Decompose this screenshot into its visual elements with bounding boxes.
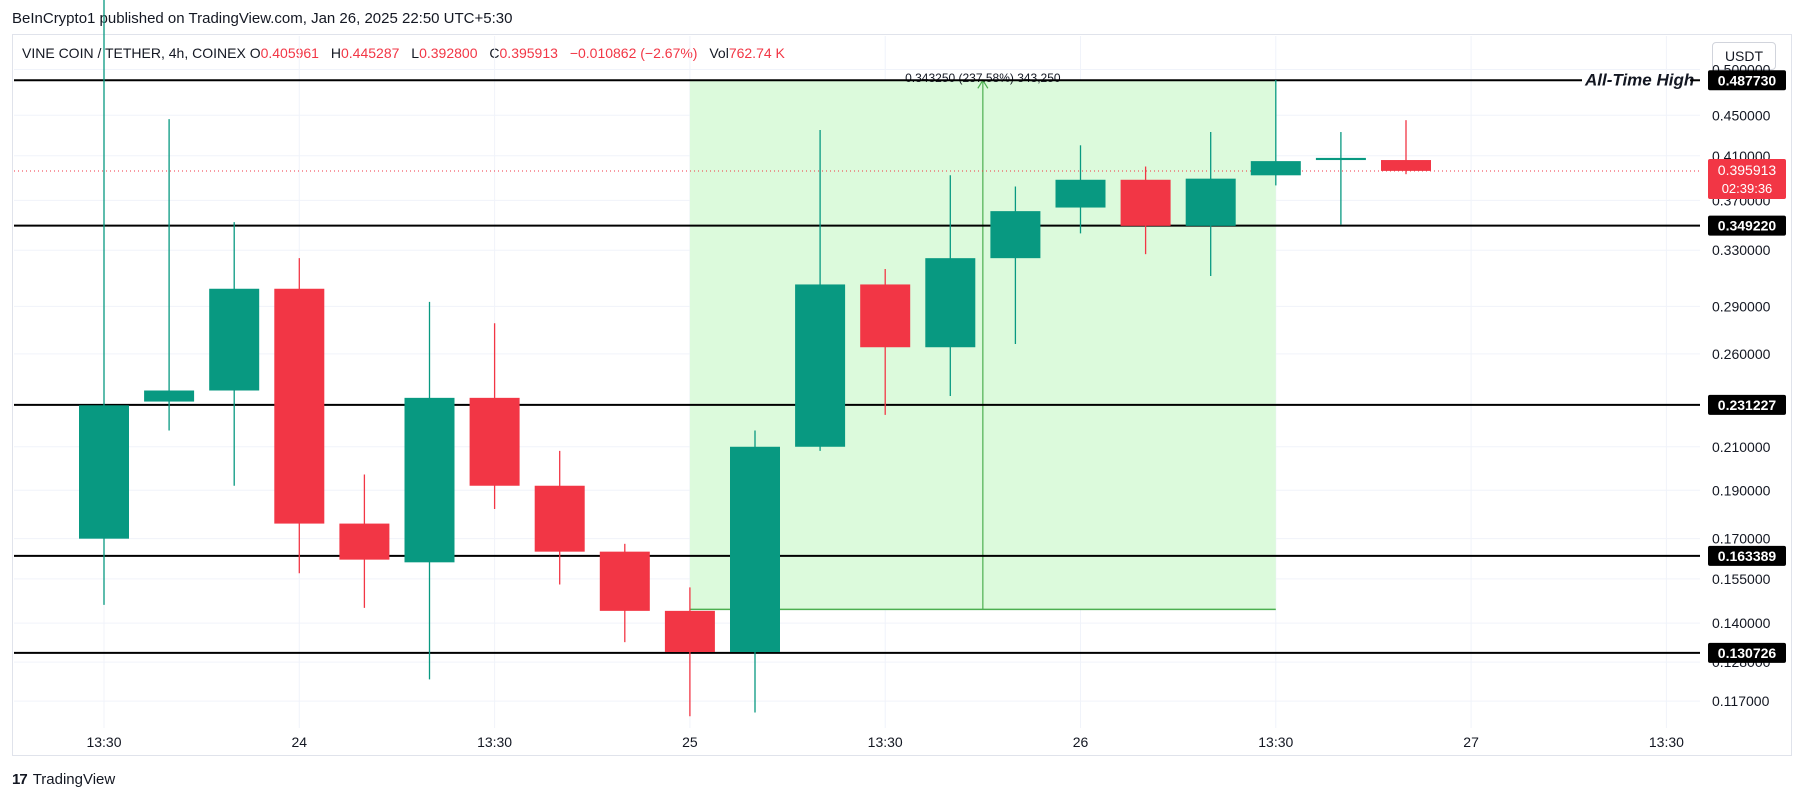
level-price-tag-label: 0.163389	[1718, 548, 1777, 564]
currency-button[interactable]: USDT	[1712, 42, 1776, 70]
candle-body	[144, 390, 195, 402]
candle-body	[1120, 179, 1171, 226]
y-tick-label: 0.210000	[1712, 439, 1771, 455]
legend-vol-label: Vol	[709, 45, 729, 61]
x-axis: 13:30 24 13:30 25 13:30 26 13:30 27 13:30	[86, 734, 1684, 750]
legend-high-value: 0.445287	[341, 45, 400, 61]
candle-body	[339, 523, 390, 560]
candle-body	[925, 258, 976, 348]
y-tick-label: 0.330000	[1712, 242, 1771, 258]
candle-body	[860, 284, 911, 348]
x-tick-label: 27	[1463, 734, 1479, 750]
current-price-countdown: 02:39:36	[1722, 181, 1773, 196]
y-tick-label: 0.170000	[1712, 531, 1771, 547]
candle-body	[1315, 157, 1366, 161]
x-tick-label: 13:30	[86, 734, 121, 750]
tradingview-logo-icon: 17	[12, 771, 28, 788]
x-tick-label: 13:30	[1649, 734, 1684, 750]
candle-body	[990, 211, 1041, 259]
level-price-tag-label: 0.231227	[1718, 397, 1777, 413]
level-price-tag	[1708, 545, 1786, 566]
price-tags: 0.487730 0.349220 0.231227 0.163389 0.130726…	[1708, 70, 1786, 663]
level-annotation: All-Time High	[1584, 70, 1694, 89]
current-price-tag-label: 0.395913	[1718, 162, 1777, 178]
candle-body	[404, 397, 455, 563]
legend-high-label: H	[330, 45, 341, 61]
x-tick-label: 13:30	[1258, 734, 1293, 750]
x-tick-label: 13:30	[477, 734, 512, 750]
x-tick-label: 25	[682, 734, 698, 750]
published-line: BeInCrypto1 published on TradingView.com…	[12, 10, 513, 27]
level-price-tag-label: 0.130726	[1718, 645, 1777, 661]
candle-body	[209, 288, 260, 391]
candle-body	[599, 551, 650, 611]
candle-body	[1250, 161, 1301, 176]
measure-label: 0.343250 (237.58%) 343,250	[905, 71, 1061, 85]
legend-low-label: L	[411, 45, 420, 61]
candle-body	[534, 485, 585, 552]
y-tick-label: 0.117000	[1712, 693, 1770, 709]
level-price-tag-label: 0.487730	[1718, 72, 1777, 88]
candle-body	[469, 397, 520, 486]
measure-box-group: 0.343250 (237.58%) 343,250	[689, 71, 1276, 611]
chart-frame	[12, 34, 1792, 756]
level-price-tag	[1708, 642, 1786, 663]
legend-open-value: 0.405961	[260, 45, 319, 61]
y-tick-label: 0.450000	[1712, 107, 1771, 123]
candles-group	[79, 0, 1431, 717]
current-price-tag	[1708, 158, 1786, 199]
legend-change-value: −0.010862 (−2.67%)	[569, 45, 698, 61]
y-tick-label: 0.190000	[1712, 482, 1771, 498]
symbol-legend: VINE COIN / TETHER, 4h, COINEX O0.405961…	[22, 45, 793, 61]
candle-body	[664, 610, 715, 653]
x-tick-label: 13:30	[868, 734, 903, 750]
legend-symbol[interactable]: VINE COIN / TETHER, 4h, COINEX	[22, 45, 246, 61]
footer-brand[interactable]: TradingView	[32, 771, 116, 788]
y-tick-label: 0.260000	[1712, 346, 1771, 362]
candle-body	[795, 284, 846, 447]
footer: 17 TradingView	[12, 771, 115, 788]
candle-body	[1185, 178, 1236, 226]
candle-body	[1055, 179, 1106, 208]
candle-body	[730, 446, 780, 653]
legend-vol-value: 762.74 K	[728, 45, 785, 61]
candle-body	[274, 288, 325, 524]
y-tick-label: 0.290000	[1712, 298, 1771, 314]
y-tick-label: 0.155000	[1712, 571, 1771, 587]
level-price-tag	[1708, 70, 1786, 91]
level-price-tag	[1708, 394, 1786, 415]
legend-close-value: 0.395913	[499, 45, 558, 61]
level-price-tag-label: 0.349220	[1718, 218, 1777, 234]
level-price-tag	[1708, 215, 1786, 236]
x-tick-label: 26	[1073, 734, 1089, 750]
candle-body	[1381, 160, 1431, 171]
x-tick-label: 24	[292, 734, 308, 750]
legend-open-label: O	[249, 45, 261, 61]
y-axis: 0.5000000.4500000.4100000.3700000.330000…	[1712, 61, 1771, 709]
legend-low-value: 0.392800	[419, 45, 478, 61]
y-tick-label: 0.140000	[1712, 615, 1771, 631]
candle-body	[79, 405, 129, 539]
